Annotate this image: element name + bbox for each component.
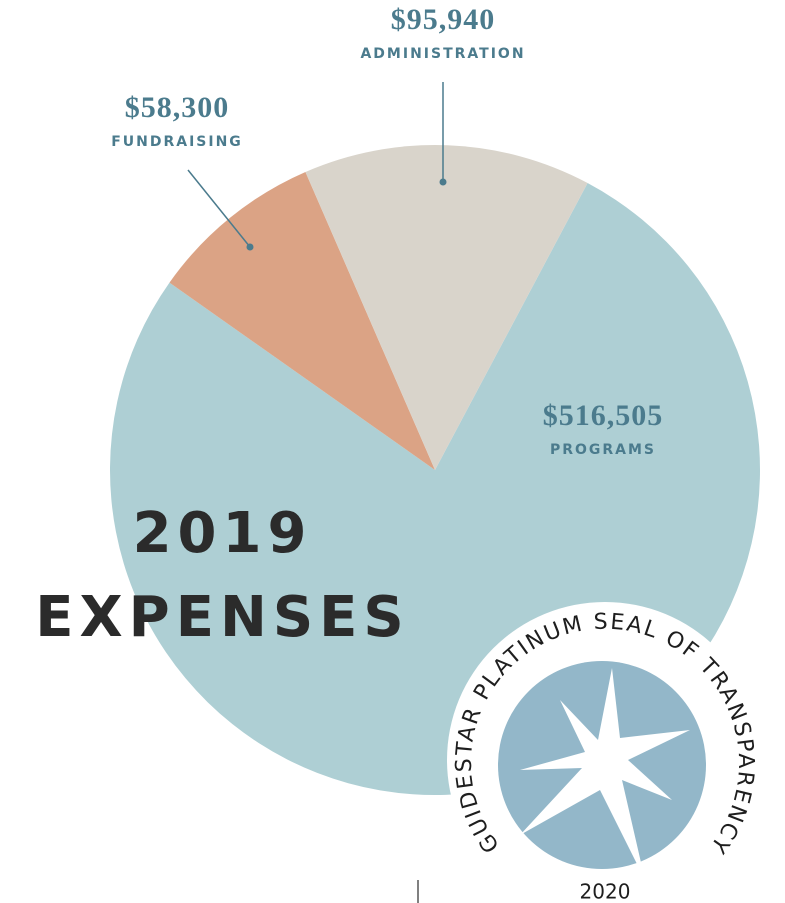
category-label: ADMINISTRATION xyxy=(360,46,525,62)
chart-title: 2019 EXPENSES xyxy=(35,501,410,650)
seal-star xyxy=(520,668,690,880)
leader-dot xyxy=(439,178,447,186)
leader-dot xyxy=(246,243,254,251)
value-label: $516,505 xyxy=(543,399,664,432)
seal-year: 2020 xyxy=(580,880,631,903)
value-label: $58,300 xyxy=(125,91,230,124)
pie-slice xyxy=(305,145,588,470)
seal: GUIDESTAR PLATINUM SEAL OF TRANSPARENCY … xyxy=(447,602,763,903)
value-label: $95,940 xyxy=(391,3,496,36)
pie-slice xyxy=(169,171,435,470)
labels: $516,505 PROGRAMS $58,300 FUNDRAISING $95,94… xyxy=(111,3,664,458)
category-label: FUNDRAISING xyxy=(111,134,243,150)
category-label: PROGRAMS xyxy=(550,442,656,458)
leader-line xyxy=(187,169,251,248)
